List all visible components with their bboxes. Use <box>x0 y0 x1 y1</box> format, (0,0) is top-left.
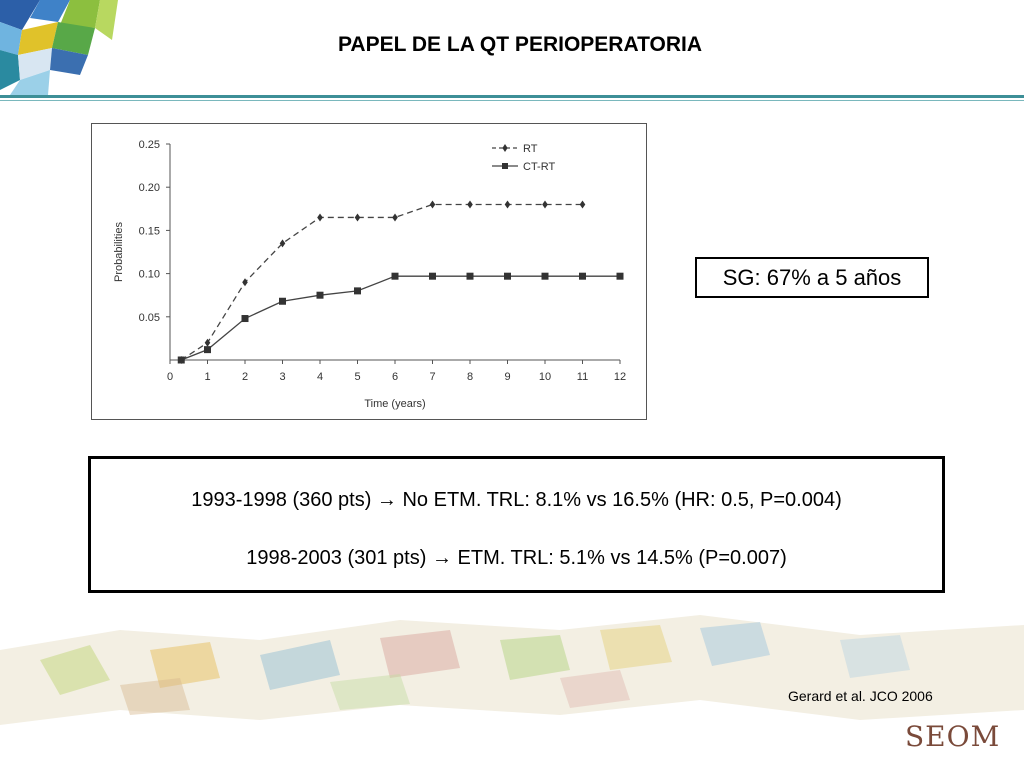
x-tick-label: 1 <box>204 371 210 383</box>
seom-logo: SEOM <box>905 720 1001 753</box>
x-tick-label: 4 <box>317 371 323 383</box>
legend-marker-ct-rt <box>502 163 508 169</box>
mosaic-background-band <box>0 615 1024 725</box>
data-point-rt <box>317 213 323 222</box>
y-axis-label: Probabilities <box>113 222 125 282</box>
series-line-rt <box>180 203 583 361</box>
data-point-rt <box>204 338 211 347</box>
data-point-rt <box>467 200 473 209</box>
data-point-ct-rt <box>466 272 474 280</box>
legend-marker-rt <box>502 144 508 152</box>
data-point-rt <box>429 200 436 209</box>
data-point-ct-rt <box>391 272 399 280</box>
data-point-rt <box>354 213 361 222</box>
x-tick-label: 7 <box>429 371 435 383</box>
data-point-ct-rt <box>541 272 549 280</box>
data-point-ct-rt <box>504 272 511 280</box>
data-point-rt <box>579 200 586 209</box>
title-divider <box>0 95 1024 98</box>
x-tick-label: 10 <box>539 371 551 383</box>
mosaic-logo <box>0 0 118 95</box>
study-line-1998-2003: 1998-2003 (301 pts) → ETM. TRL: 5.1% vs … <box>246 547 787 569</box>
data-point-ct-rt <box>279 297 286 305</box>
data-point-ct-rt <box>177 356 185 364</box>
data-point-rt <box>279 239 286 248</box>
y-tick-label: 0.25 <box>139 139 160 151</box>
data-point-ct-rt <box>579 272 586 280</box>
data-point-ct-rt <box>241 315 249 323</box>
citation: Gerard et al. JCO 2006 <box>788 688 933 704</box>
legend-label-ct-rt: CT-RT <box>523 161 555 173</box>
x-tick-label: 8 <box>467 371 473 383</box>
data-point-rt <box>504 200 511 209</box>
chart-svg: 0 1 2 3 4 5 6 7 8 9 10 11 120.050.100.150.200.25Time… <box>113 139 626 410</box>
data-point-ct-rt <box>316 291 324 299</box>
study-line-1993-1998: 1993-1998 (360 pts) → No ETM. TRL: 8.1% … <box>191 489 842 511</box>
x-tick-label: 5 <box>354 371 360 383</box>
data-point-rt <box>242 278 248 287</box>
slide-title: PAPEL DE LA QT PERIOPERATORIA <box>337 33 703 56</box>
data-point-rt <box>542 200 548 209</box>
legend-label-rt: RT <box>523 143 538 155</box>
x-tick-label: 3 <box>279 371 285 383</box>
y-tick-label: 0.10 <box>139 269 160 281</box>
data-point-ct-rt <box>204 346 211 354</box>
x-tick-label: 9 <box>504 371 510 383</box>
x-tick-label: 2 <box>242 371 248 383</box>
survival-summary-box: SG: 67% a 5 años <box>695 257 929 298</box>
data-point-rt <box>392 213 398 222</box>
x-tick-label: 6 <box>392 371 398 383</box>
x-tick-label: 11 <box>577 371 588 383</box>
x-tick-label: 0 <box>167 371 173 383</box>
y-tick-label: 0.05 <box>139 312 160 324</box>
data-point-ct-rt <box>354 287 361 295</box>
study-results-box: 1993-1998 (360 pts) → No ETM. TRL: 8.1% … <box>88 456 945 593</box>
title-divider-thin <box>0 100 1024 101</box>
x-axis-label: Time (years) <box>364 398 425 410</box>
y-tick-label: 0.15 <box>139 225 160 237</box>
data-point-ct-rt <box>616 272 624 280</box>
data-point-ct-rt <box>429 272 436 280</box>
survival-chart: 0 1 2 3 4 5 6 7 8 9 10 11 12 0.05 0.10 0.15 0.20 0.25 Time… <box>91 123 647 420</box>
y-tick-label: 0.20 <box>139 182 160 194</box>
x-tick-label: 12 <box>614 371 626 383</box>
